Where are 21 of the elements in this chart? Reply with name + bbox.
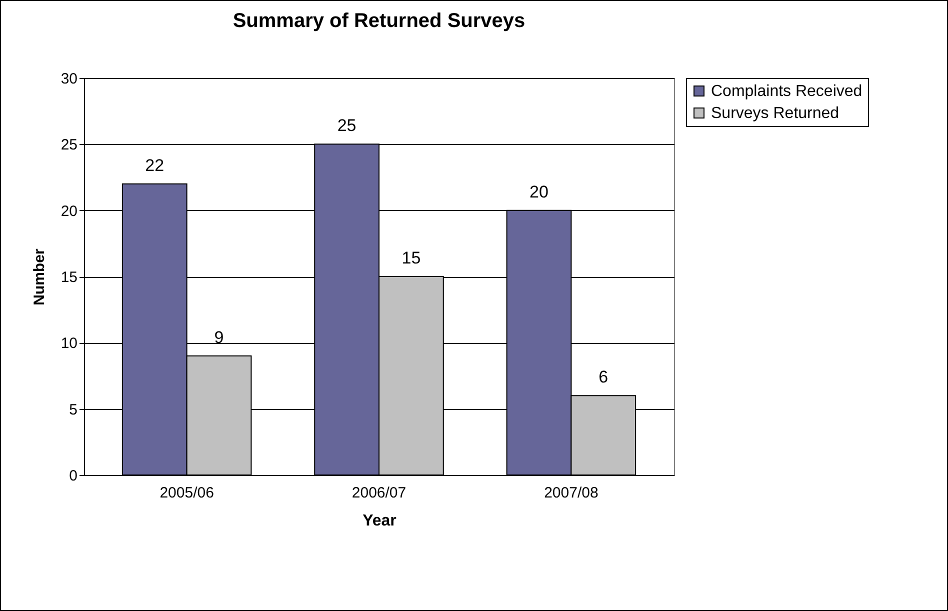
x-tick-label: 2007/08 bbox=[544, 484, 598, 502]
y-tick-label: 15 bbox=[60, 269, 78, 286]
y-axis-title: Number bbox=[30, 248, 48, 306]
data-label: 6 bbox=[598, 368, 608, 387]
legend-label: Surveys Returned bbox=[711, 105, 840, 122]
x-tick-label: 2006/07 bbox=[352, 484, 406, 502]
y-tick-label: 5 bbox=[69, 401, 78, 418]
data-label: 15 bbox=[402, 248, 421, 268]
x-tick-label: 2005/06 bbox=[160, 484, 214, 502]
data-label: 25 bbox=[337, 116, 356, 136]
y-tick-label: 25 bbox=[60, 136, 78, 154]
data-label: 22 bbox=[145, 156, 164, 175]
chart-title: Summary of Returned Surveys bbox=[232, 10, 526, 32]
y-tick-label: 30 bbox=[60, 70, 78, 88]
y-tick-label: 20 bbox=[60, 202, 78, 220]
y-tick-label: 10 bbox=[60, 335, 78, 352]
data-label: 20 bbox=[530, 182, 548, 202]
x-axis-title: Year bbox=[362, 512, 396, 530]
y-tick-label: 0 bbox=[69, 468, 78, 484]
data-label: 9 bbox=[214, 328, 224, 347]
legend-label: Complaints Received bbox=[711, 83, 862, 100]
